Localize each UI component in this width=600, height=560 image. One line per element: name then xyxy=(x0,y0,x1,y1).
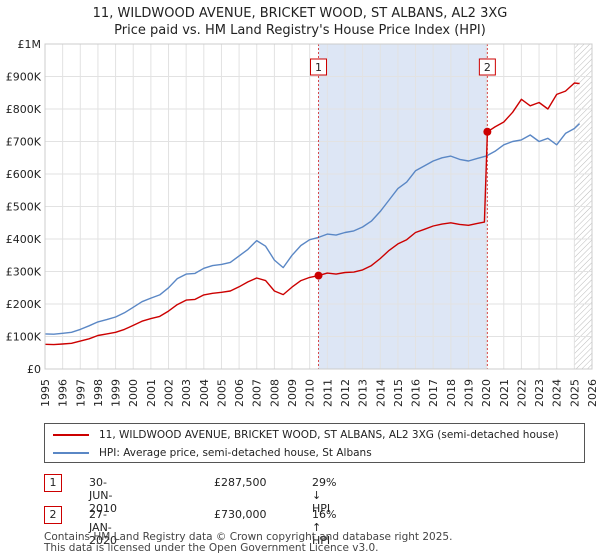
x-tick-label: 1998 xyxy=(92,379,105,407)
y-tick-label: £600K xyxy=(6,168,42,181)
transaction-badge: 2 xyxy=(44,506,62,524)
x-tick-label: 1996 xyxy=(57,379,70,407)
chart-title: 11, WILDWOOD AVENUE, BRICKET WOOD, ST AL… xyxy=(92,6,508,21)
legend-label-hpi: HPI: Average price, semi-detached house,… xyxy=(99,447,372,459)
transaction-price: £730,000 xyxy=(214,508,267,521)
x-tick-label: 2005 xyxy=(215,379,228,407)
legend-label-property: 11, WILDWOOD AVENUE, BRICKET WOOD, ST AL… xyxy=(99,429,559,441)
x-tick-label: 2011 xyxy=(321,379,334,407)
chart-subtitle: Price paid vs. HM Land Registry's House … xyxy=(114,23,486,38)
transaction-date: 27-JAN-2020 xyxy=(89,508,117,547)
x-tick-label: 2010 xyxy=(304,379,317,407)
transaction-point xyxy=(483,127,492,136)
x-tick-label: 2001 xyxy=(145,379,158,407)
x-tick-label: 2004 xyxy=(198,379,211,407)
x-tick-label: 2026 xyxy=(586,379,599,407)
transaction-marker-label: 1 xyxy=(315,61,322,74)
x-tick-label: 2012 xyxy=(339,379,352,407)
transaction-price: £287,500 xyxy=(214,476,267,489)
transaction-badge: 1 xyxy=(44,474,62,492)
x-tick-label: 2014 xyxy=(374,379,387,407)
y-tick-label: £500K xyxy=(6,201,42,214)
x-tick-label: 2015 xyxy=(392,379,405,407)
transaction-marker-label: 2 xyxy=(484,61,491,74)
transaction-hpi-diff: 29% ↓ HPI xyxy=(312,476,337,515)
y-tick-label: £900K xyxy=(6,71,42,84)
x-tick-label: 2022 xyxy=(515,379,528,407)
x-tick-label: 1999 xyxy=(110,379,123,407)
transaction-marker-box xyxy=(478,58,496,76)
property-series-line xyxy=(44,82,580,346)
y-tick-label: £400K xyxy=(6,233,42,246)
x-tick-label: 2023 xyxy=(533,379,546,407)
y-tick-label: £700K xyxy=(6,136,42,149)
y-tick-label: £0 xyxy=(27,363,41,376)
transaction-date: 30-JUN-2010 xyxy=(89,476,117,515)
hpi-series-line xyxy=(44,123,581,335)
y-tick-label: £300K xyxy=(6,266,42,279)
x-tick-label: 2017 xyxy=(427,379,440,407)
x-tick-label: 2021 xyxy=(498,379,511,407)
x-tick-label: 2002 xyxy=(163,379,176,407)
x-tick-label: 2019 xyxy=(462,379,475,407)
legend: 11, WILDWOOD AVENUE, BRICKET WOOD, ST AL… xyxy=(44,423,585,463)
transaction-marker-box xyxy=(310,58,327,76)
x-tick-label: 2003 xyxy=(180,379,193,407)
legend-item-property: 11, WILDWOOD AVENUE, BRICKET WOOD, ST AL… xyxy=(53,426,559,444)
y-tick-label: £800K xyxy=(6,103,42,116)
plot-border xyxy=(44,43,593,370)
legend-item-hpi: HPI: Average price, semi-detached house,… xyxy=(53,444,372,462)
transaction-point xyxy=(314,271,323,280)
y-tick-label: £1M xyxy=(18,38,42,51)
legend-swatch-red xyxy=(53,434,89,436)
x-tick-label: 2016 xyxy=(410,379,423,407)
x-tick-label: 2024 xyxy=(551,379,564,407)
y-tick-label: £100K xyxy=(6,331,42,344)
legend-swatch-blue xyxy=(53,452,89,454)
x-tick-label: 2006 xyxy=(233,379,246,407)
x-tick-label: 2018 xyxy=(445,379,458,407)
x-tick-label: 2008 xyxy=(268,379,281,407)
x-tick-label: 1997 xyxy=(74,379,87,407)
x-tick-label: 2013 xyxy=(357,379,370,407)
x-tick-label: 2000 xyxy=(127,379,140,407)
x-tick-label: 2009 xyxy=(286,379,299,407)
x-tick-label: 2020 xyxy=(480,379,493,407)
footer-license: This data is licensed under the Open Gov… xyxy=(44,542,379,554)
footer-copyright: Contains HM Land Registry data © Crown c… xyxy=(44,531,453,543)
transaction-hpi-diff: 16% ↑ HPI xyxy=(312,508,337,547)
x-tick-label: 1995 xyxy=(39,379,52,407)
y-tick-label: £200K xyxy=(6,298,42,311)
x-tick-label: 2007 xyxy=(251,379,264,407)
x-tick-label: 2025 xyxy=(568,379,581,407)
